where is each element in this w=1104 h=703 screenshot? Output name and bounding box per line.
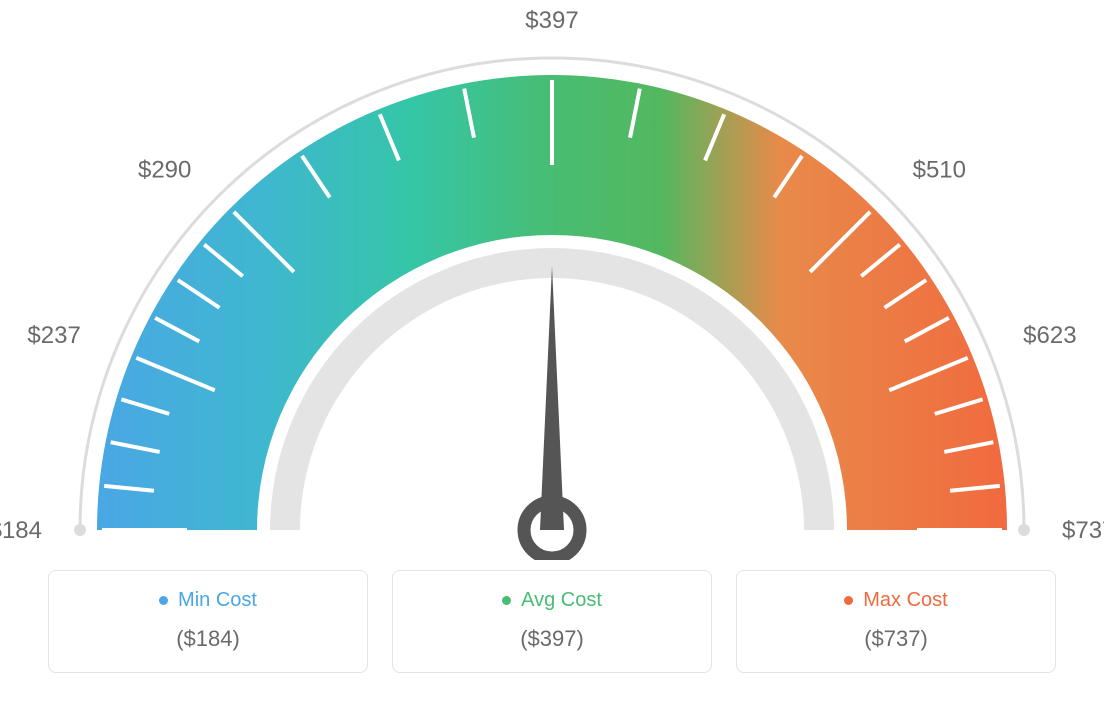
tick-label: $184 — [0, 517, 42, 544]
ring-cap — [1018, 524, 1030, 536]
legend-card-min: Min Cost ($184) — [48, 570, 368, 673]
gauge-chart: $184 $237 $290 $397 $510 $623 $737 — [0, 0, 1104, 560]
needle — [540, 266, 564, 530]
legend-card-avg: Avg Cost ($397) — [392, 570, 712, 673]
legend-label: Max Cost — [863, 589, 947, 612]
legend-title-min: Min Cost — [159, 589, 257, 612]
ring-cap — [74, 524, 86, 536]
legend-label: Min Cost — [178, 589, 257, 612]
tick-label: $290 — [138, 156, 191, 183]
tick-label: $397 — [525, 7, 578, 34]
dot-icon — [159, 596, 168, 605]
gauge-svg: $184 $237 $290 $397 $510 $623 $737 — [0, 0, 1104, 560]
legend-value: ($737) — [747, 626, 1045, 652]
legend-row: Min Cost ($184) Avg Cost ($397) Max Cost… — [0, 560, 1104, 703]
dot-icon — [844, 596, 853, 605]
tick-label: $510 — [913, 156, 966, 183]
legend-title-avg: Avg Cost — [502, 589, 602, 612]
legend-value: ($397) — [403, 626, 701, 652]
legend-value: ($184) — [59, 626, 357, 652]
tick-label: $623 — [1023, 322, 1076, 349]
legend-title-max: Max Cost — [844, 589, 947, 612]
tick-label: $237 — [27, 322, 80, 349]
dot-icon — [502, 596, 511, 605]
legend-card-max: Max Cost ($737) — [736, 570, 1056, 673]
legend-label: Avg Cost — [521, 589, 602, 612]
tick-label: $737 — [1062, 517, 1104, 544]
